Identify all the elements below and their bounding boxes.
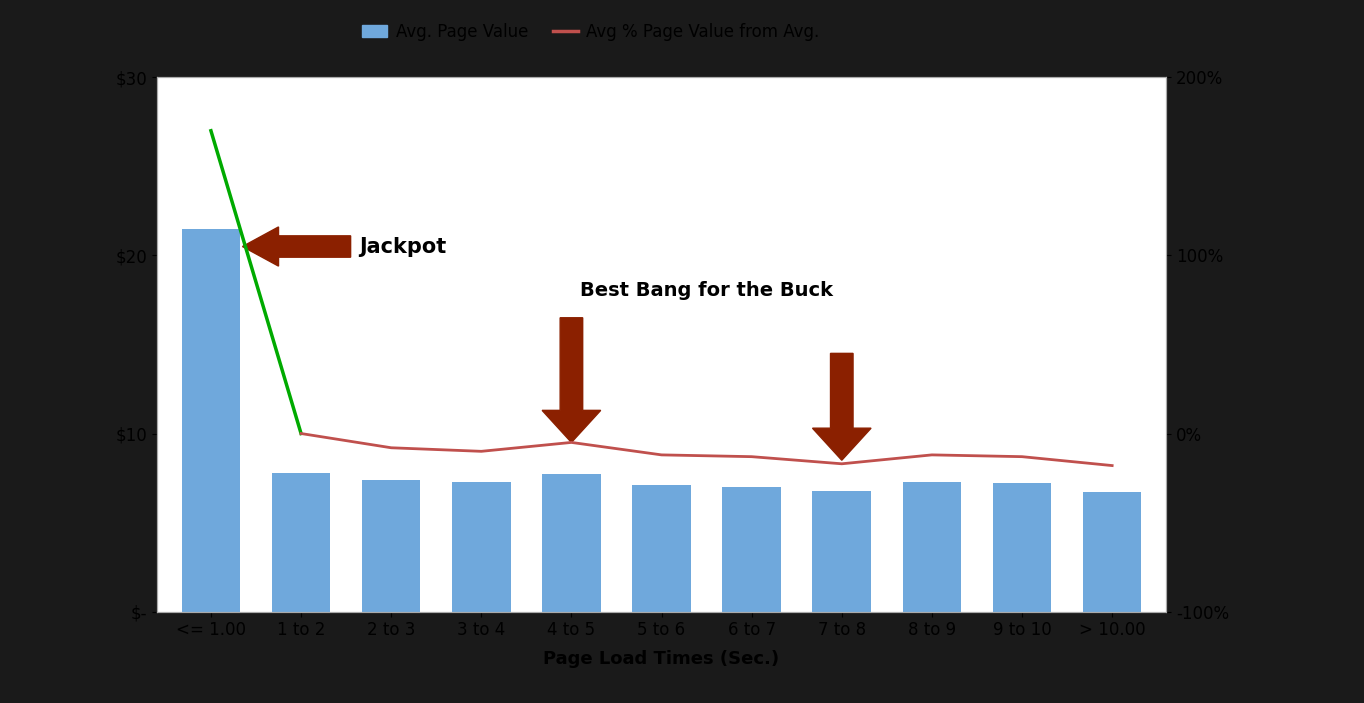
Bar [903,482,962,612]
FancyArrow shape [243,227,351,266]
X-axis label: Page Load Times (Sec.): Page Load Times (Sec.) [543,650,780,669]
Bar [1083,492,1142,612]
Bar [993,484,1052,612]
Bar [451,482,510,612]
Bar [633,485,690,612]
Bar [723,487,782,612]
Bar [542,475,600,612]
Bar [361,480,420,612]
Bar [271,472,330,612]
Bar [181,228,240,612]
Text: Jackpot: Jackpot [360,236,447,257]
FancyArrow shape [813,354,872,460]
FancyArrow shape [542,318,600,442]
Legend: Avg. Page Value, Avg % Page Value from Avg.: Avg. Page Value, Avg % Page Value from A… [356,16,827,48]
Bar [813,491,872,612]
Text: Best Bang for the Buck: Best Bang for the Buck [580,281,833,300]
